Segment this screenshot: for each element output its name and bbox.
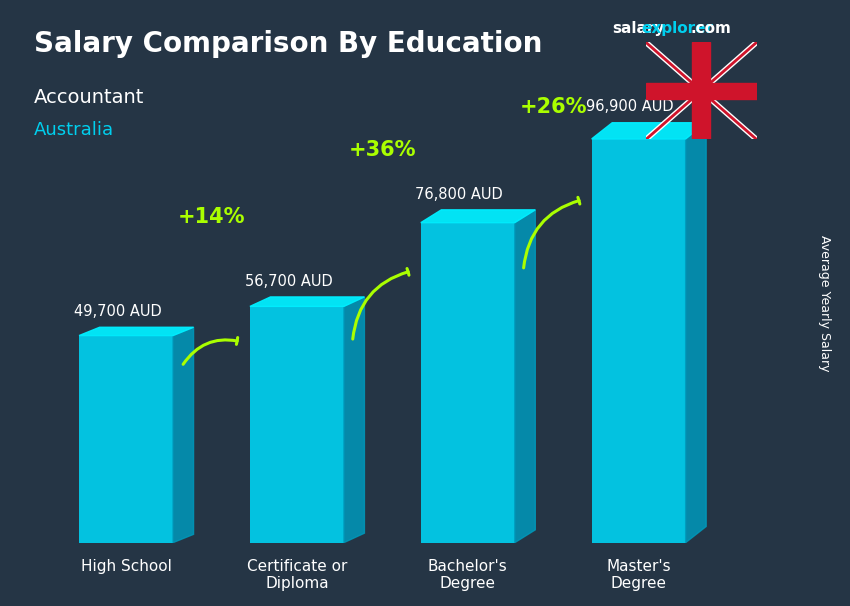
Text: 56,700 AUD: 56,700 AUD (245, 273, 332, 288)
Text: salary: salary (612, 21, 665, 36)
Polygon shape (592, 123, 706, 139)
Text: Australia: Australia (34, 121, 114, 139)
Bar (694, 42, 708, 139)
Text: +14%: +14% (178, 207, 246, 227)
Polygon shape (515, 210, 536, 542)
Text: 49,700 AUD: 49,700 AUD (74, 304, 162, 319)
Text: .com: .com (690, 21, 731, 36)
Text: +26%: +26% (519, 96, 587, 116)
Polygon shape (421, 210, 536, 222)
Text: 96,900 AUD: 96,900 AUD (586, 99, 674, 115)
Text: Salary Comparison By Education: Salary Comparison By Education (34, 30, 542, 58)
Polygon shape (344, 297, 365, 542)
Bar (693, 42, 710, 139)
Bar (646, 85, 756, 97)
Polygon shape (79, 327, 194, 336)
Text: Accountant: Accountant (34, 88, 144, 107)
Text: explorer: explorer (642, 21, 714, 36)
Polygon shape (686, 123, 706, 542)
Text: Average Yearly Salary: Average Yearly Salary (818, 235, 831, 371)
Bar (421, 222, 515, 542)
Text: +36%: +36% (348, 140, 416, 160)
Polygon shape (173, 327, 194, 542)
Bar (646, 83, 756, 99)
Polygon shape (250, 297, 365, 307)
Text: 76,800 AUD: 76,800 AUD (416, 187, 503, 202)
Bar (592, 139, 686, 542)
Bar (250, 307, 344, 542)
Bar (79, 336, 173, 542)
